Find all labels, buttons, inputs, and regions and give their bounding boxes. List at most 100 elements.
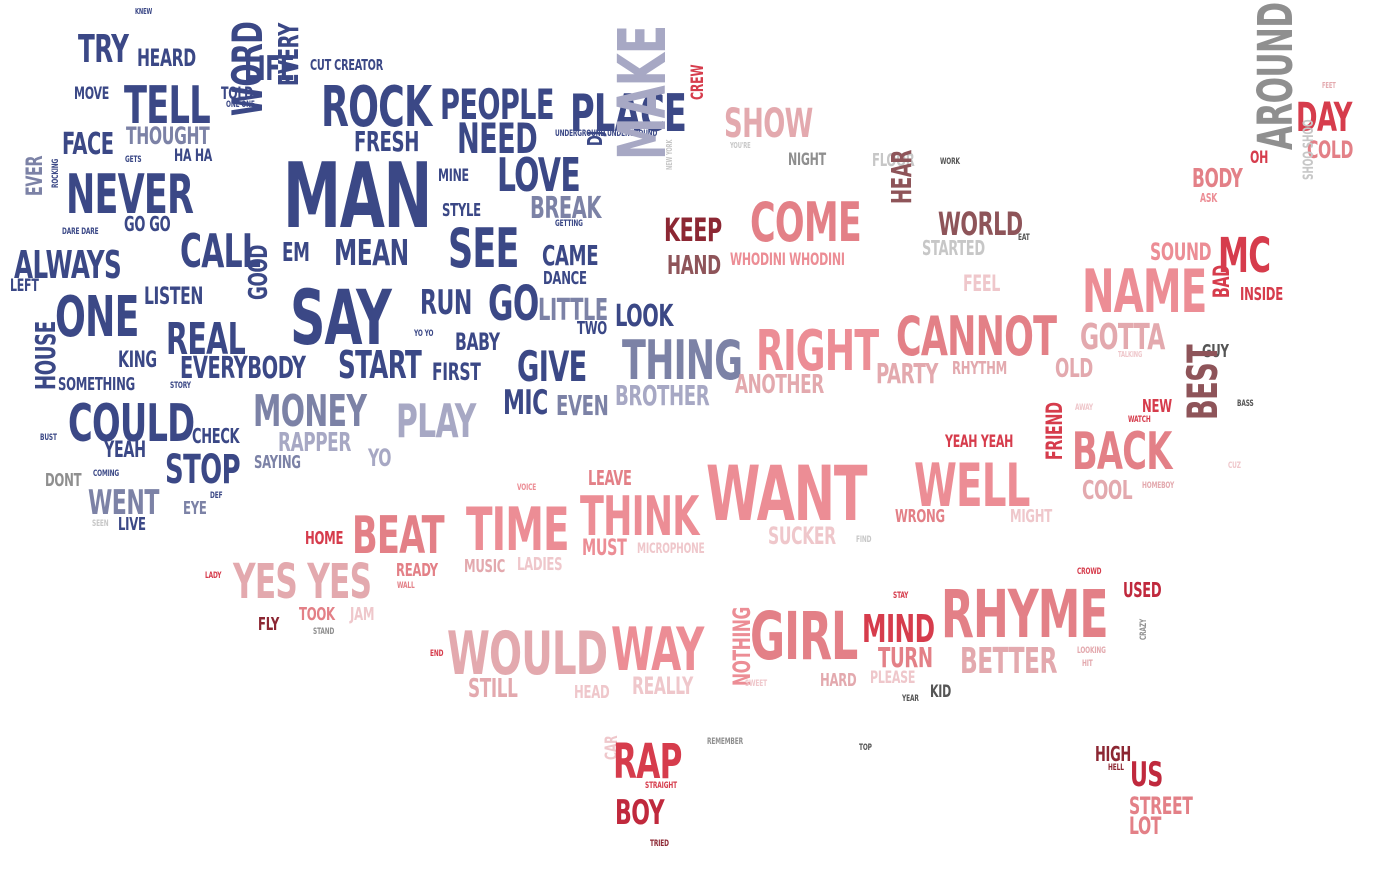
word-want: WANT (706, 449, 867, 538)
word-live: LIVE (118, 514, 146, 535)
word-rhyme: RHYME (941, 576, 1109, 653)
word-feel: FEEL (963, 272, 1001, 297)
word-check: CHECK (192, 424, 240, 448)
word-beat: BEAT (352, 506, 445, 566)
word-new-york: NEW YORK (665, 139, 674, 170)
word-would: WOULD (447, 619, 608, 689)
word-break: BREAK (530, 191, 601, 226)
word-seen: SEEN (92, 519, 109, 529)
word-hell: HELL (1108, 763, 1124, 773)
word-around: AROUND (1248, 2, 1304, 150)
word-might: MIGHT (1010, 506, 1052, 527)
word-year: YEAR (902, 694, 919, 704)
word-new: NEW (1142, 396, 1172, 417)
word-friend: FRIEND (1043, 402, 1068, 460)
word-one: ONE (55, 285, 139, 350)
word-watch: WATCH (1128, 415, 1151, 425)
word-brother: BROTHER (615, 379, 710, 412)
word-money: MONEY (253, 386, 367, 437)
word-crazy: CRAZY (1139, 618, 1149, 640)
word-floor: FLOOR (872, 150, 915, 171)
word-girl: GIRL (750, 598, 858, 675)
word-coming: COMING (93, 469, 120, 479)
word-shoo-shoo: SHOO SHOO (1301, 119, 1317, 180)
word-baby: BABY (455, 328, 500, 356)
word-music: MUSIC (464, 556, 506, 577)
word-rock: ROCK (321, 75, 432, 140)
word-jam: JAM (350, 604, 375, 625)
word-sound: SOUND (1150, 238, 1212, 266)
word-place: PLACE (570, 84, 687, 144)
word-inside: INSIDE (1240, 284, 1283, 305)
word-better: BETTER (960, 641, 1057, 682)
word-call: CALL (180, 224, 261, 278)
word-top: TOP (859, 743, 872, 753)
word-home: HOME (305, 528, 344, 549)
word-ready: READY (396, 560, 438, 581)
word-style: STYLE (442, 200, 481, 221)
word-think: THINK (580, 485, 699, 548)
word-street: STREET (1129, 792, 1193, 820)
word-hit: HIT (1082, 659, 1093, 669)
word-hard: HARD (820, 670, 857, 691)
word-king: KING (118, 348, 157, 373)
word-two: TWO (577, 318, 607, 339)
word-wrong: WRONG (895, 506, 945, 527)
word-end: END (430, 649, 444, 659)
word-feet: FEET (1322, 81, 1336, 90)
word-must: MUST (582, 536, 627, 561)
word-one-one: ONE ONE (226, 100, 255, 110)
word-lady: LADY (205, 571, 222, 581)
word-go: GO (488, 276, 539, 332)
word-away: AWAY (1075, 403, 1093, 413)
word-remember: REMEMBER (707, 737, 743, 747)
word-hand: HAND (667, 251, 721, 281)
word-us: US (1130, 755, 1163, 795)
word-time: TIME (466, 495, 570, 565)
word-cannot: CANNOT (896, 305, 1057, 368)
word-ha-ha: HA HA (174, 146, 213, 166)
word-looking: LOOKING (1077, 646, 1106, 656)
word-little: LITTLE (538, 293, 608, 328)
word-lot: LOT (1129, 812, 1162, 840)
word-bad: BAD (1210, 265, 1235, 298)
word-getting: GETTING (555, 219, 583, 229)
word-house: HOUSE (29, 321, 62, 390)
word-dont: DONT (45, 470, 82, 491)
word-love: LOVE (497, 148, 581, 202)
word-still: STILL (468, 674, 518, 704)
word-every: EVERY (272, 23, 305, 87)
word-cold: COLD (1307, 136, 1354, 164)
word-stop: STOP (165, 447, 241, 493)
word-show: SHOW (724, 101, 813, 147)
word-rocking: ROCKING (51, 158, 61, 188)
word-saying: SAYING (254, 452, 301, 473)
word-em: EM (282, 238, 310, 268)
word-word: WORD (223, 21, 272, 116)
word-talking: TALKING (1118, 350, 1143, 359)
word-people: PEOPLE (440, 80, 554, 129)
word-world: WORLD (938, 205, 1023, 243)
word-went: WENT (88, 483, 159, 523)
word-rhythm: RHYTHM (952, 358, 1007, 379)
word-best: BEST (1178, 344, 1227, 420)
word-homeboy: HOMEBOY (1142, 481, 1175, 491)
word-say: SAY (290, 273, 392, 362)
word-play: PLAY (396, 394, 476, 448)
word-gotta: GOTTA (1080, 317, 1165, 358)
word-life: LIFE (244, 49, 295, 89)
word-crew: CREW (688, 64, 708, 100)
word-listen: LISTEN (144, 282, 204, 310)
word-came: CAME (542, 239, 599, 272)
word-underground-underground: UNDERGROUND UNDERGROUND (555, 129, 658, 139)
word-started: STARTED (922, 236, 985, 260)
word-dance: DANCE (543, 268, 587, 289)
word-mine: MINE (438, 166, 469, 186)
word-mean: MEAN (334, 233, 409, 274)
word-cool: COOL (1082, 476, 1133, 506)
word-everybody: EVERYBODY (180, 351, 306, 386)
word-always: ALWAYS (14, 243, 122, 287)
word-could: COULD (68, 394, 195, 454)
word-bass: BASS (1237, 399, 1254, 409)
word-fresh: FRESH (354, 125, 419, 158)
